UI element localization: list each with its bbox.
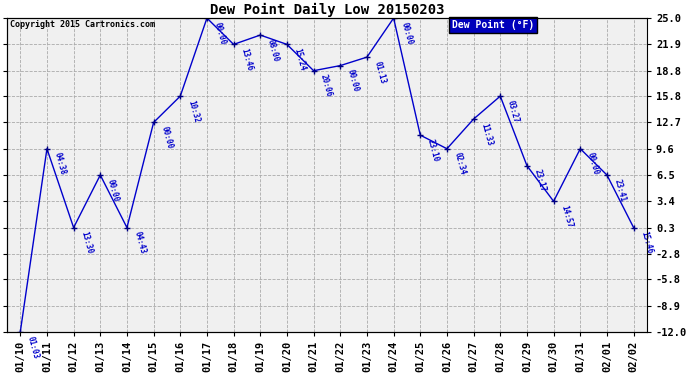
Text: 02:34: 02:34 [453,152,467,176]
Text: 04:43: 04:43 [132,230,147,255]
Text: 13:46: 13:46 [239,47,254,72]
Text: 23:41: 23:41 [613,178,627,203]
Text: 00:00: 00:00 [213,21,227,45]
Text: 00:00: 00:00 [346,68,360,93]
Text: 20:06: 20:06 [319,74,334,98]
Text: 11:33: 11:33 [479,122,494,147]
Text: 15:46: 15:46 [639,230,654,255]
Text: 15:24: 15:24 [293,47,307,72]
Text: Copyright 2015 Cartronics.com: Copyright 2015 Cartronics.com [10,20,155,28]
Text: 13:30: 13:30 [79,230,94,255]
Text: 08:00: 08:00 [266,38,281,63]
Title: Dew Point Daily Low 20150203: Dew Point Daily Low 20150203 [210,3,444,17]
Text: 00:00: 00:00 [106,178,121,203]
Text: 00:00: 00:00 [586,152,600,176]
Text: 00:00: 00:00 [159,125,174,150]
Text: 00:00: 00:00 [400,21,414,45]
Text: 04:38: 04:38 [52,152,67,176]
Text: 01:13: 01:13 [373,60,387,85]
Text: Dew Point (°F): Dew Point (°F) [452,20,534,30]
Text: 01:03: 01:03 [26,335,41,359]
Text: 23:17: 23:17 [533,168,547,193]
Text: 23:10: 23:10 [426,138,440,163]
Text: 03:27: 03:27 [506,99,520,124]
Text: 14:57: 14:57 [559,204,574,229]
Text: 10:32: 10:32 [186,99,201,124]
